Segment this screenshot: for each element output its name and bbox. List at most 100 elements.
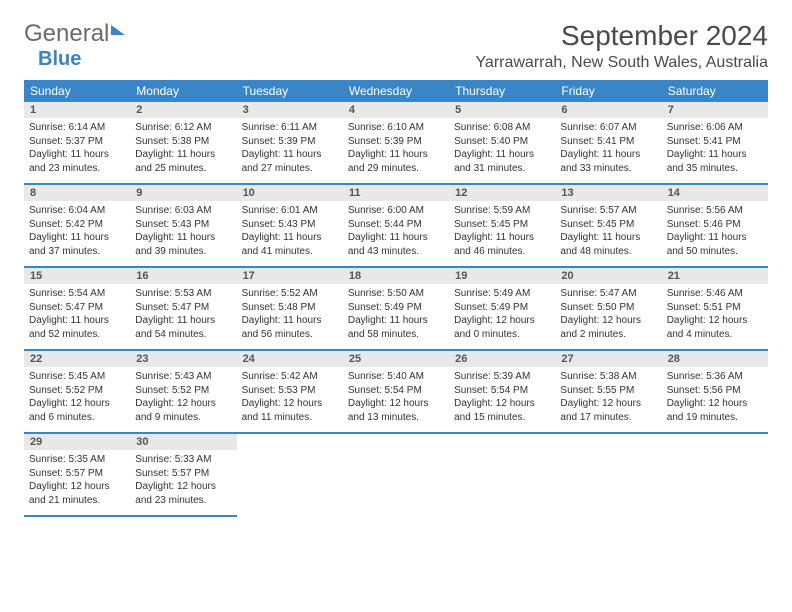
- day-details: Sunrise: 5:53 AMSunset: 5:47 PMDaylight:…: [130, 284, 236, 349]
- location-text: Yarrawarrah, New South Wales, Australia: [475, 54, 768, 72]
- day-cell: 26Sunrise: 5:39 AMSunset: 5:54 PMDayligh…: [449, 350, 555, 433]
- day-cell: 14Sunrise: 5:56 AMSunset: 5:46 PMDayligh…: [662, 184, 768, 267]
- day-number: 15: [24, 268, 130, 284]
- weekday-fri: Friday: [555, 80, 661, 102]
- calendar-table: Sunday Monday Tuesday Wednesday Thursday…: [24, 80, 768, 517]
- day-details: Sunrise: 5:40 AMSunset: 5:54 PMDaylight:…: [343, 367, 449, 432]
- weekday-tue: Tuesday: [237, 80, 343, 102]
- logo-text-2-wrap: Blue: [38, 48, 81, 71]
- day-cell: 13Sunrise: 5:57 AMSunset: 5:45 PMDayligh…: [555, 184, 661, 267]
- day-details: Sunrise: 6:12 AMSunset: 5:38 PMDaylight:…: [130, 118, 236, 183]
- weekday-sun: Sunday: [24, 80, 130, 102]
- day-details: Sunrise: 5:56 AMSunset: 5:46 PMDaylight:…: [662, 201, 768, 266]
- day-number: 16: [130, 268, 236, 284]
- empty-cell: [449, 433, 555, 516]
- day-cell: 3Sunrise: 6:11 AMSunset: 5:39 PMDaylight…: [237, 102, 343, 184]
- empty-cell: [555, 433, 661, 516]
- day-details: Sunrise: 6:06 AMSunset: 5:41 PMDaylight:…: [662, 118, 768, 183]
- day-number: 3: [237, 102, 343, 118]
- day-details: Sunrise: 5:46 AMSunset: 5:51 PMDaylight:…: [662, 284, 768, 349]
- logo-triangle-icon: [111, 25, 125, 35]
- day-number: 4: [343, 102, 449, 118]
- day-cell: 5Sunrise: 6:08 AMSunset: 5:40 PMDaylight…: [449, 102, 555, 184]
- day-details: Sunrise: 6:07 AMSunset: 5:41 PMDaylight:…: [555, 118, 661, 183]
- day-cell: 8Sunrise: 6:04 AMSunset: 5:42 PMDaylight…: [24, 184, 130, 267]
- day-details: Sunrise: 6:04 AMSunset: 5:42 PMDaylight:…: [24, 201, 130, 266]
- day-details: Sunrise: 5:57 AMSunset: 5:45 PMDaylight:…: [555, 201, 661, 266]
- day-details: Sunrise: 5:36 AMSunset: 5:56 PMDaylight:…: [662, 367, 768, 432]
- day-details: Sunrise: 5:49 AMSunset: 5:49 PMDaylight:…: [449, 284, 555, 349]
- day-number: 27: [555, 351, 661, 367]
- day-number: 9: [130, 185, 236, 201]
- day-details: Sunrise: 6:14 AMSunset: 5:37 PMDaylight:…: [24, 118, 130, 183]
- day-cell: 23Sunrise: 5:43 AMSunset: 5:52 PMDayligh…: [130, 350, 236, 433]
- day-number: 2: [130, 102, 236, 118]
- day-cell: 20Sunrise: 5:47 AMSunset: 5:50 PMDayligh…: [555, 267, 661, 350]
- day-cell: 4Sunrise: 6:10 AMSunset: 5:39 PMDaylight…: [343, 102, 449, 184]
- day-number: 20: [555, 268, 661, 284]
- day-cell: 27Sunrise: 5:38 AMSunset: 5:55 PMDayligh…: [555, 350, 661, 433]
- day-details: Sunrise: 5:43 AMSunset: 5:52 PMDaylight:…: [130, 367, 236, 432]
- weekday-header-row: Sunday Monday Tuesday Wednesday Thursday…: [24, 80, 768, 102]
- day-cell: 28Sunrise: 5:36 AMSunset: 5:56 PMDayligh…: [662, 350, 768, 433]
- empty-cell: [343, 433, 449, 516]
- day-details: Sunrise: 5:33 AMSunset: 5:57 PMDaylight:…: [130, 450, 236, 515]
- day-number: 18: [343, 268, 449, 284]
- weekday-sat: Saturday: [662, 80, 768, 102]
- logo-text-1: General: [24, 20, 109, 48]
- day-cell: 25Sunrise: 5:40 AMSunset: 5:54 PMDayligh…: [343, 350, 449, 433]
- day-number: 21: [662, 268, 768, 284]
- calendar-row: 15Sunrise: 5:54 AMSunset: 5:47 PMDayligh…: [24, 267, 768, 350]
- day-details: Sunrise: 5:52 AMSunset: 5:48 PMDaylight:…: [237, 284, 343, 349]
- day-number: 26: [449, 351, 555, 367]
- day-details: Sunrise: 5:35 AMSunset: 5:57 PMDaylight:…: [24, 450, 130, 515]
- day-cell: 30Sunrise: 5:33 AMSunset: 5:57 PMDayligh…: [130, 433, 236, 516]
- title-block: September 2024 Yarrawarrah, New South Wa…: [475, 20, 768, 72]
- day-number: 7: [662, 102, 768, 118]
- day-details: Sunrise: 6:03 AMSunset: 5:43 PMDaylight:…: [130, 201, 236, 266]
- day-details: Sunrise: 5:50 AMSunset: 5:49 PMDaylight:…: [343, 284, 449, 349]
- day-details: Sunrise: 6:11 AMSunset: 5:39 PMDaylight:…: [237, 118, 343, 183]
- day-cell: 18Sunrise: 5:50 AMSunset: 5:49 PMDayligh…: [343, 267, 449, 350]
- day-cell: 16Sunrise: 5:53 AMSunset: 5:47 PMDayligh…: [130, 267, 236, 350]
- day-details: Sunrise: 5:39 AMSunset: 5:54 PMDaylight:…: [449, 367, 555, 432]
- day-details: Sunrise: 5:47 AMSunset: 5:50 PMDaylight:…: [555, 284, 661, 349]
- day-details: Sunrise: 6:00 AMSunset: 5:44 PMDaylight:…: [343, 201, 449, 266]
- day-number: 29: [24, 434, 130, 450]
- month-title: September 2024: [475, 20, 768, 52]
- calendar-body: 1Sunrise: 6:14 AMSunset: 5:37 PMDaylight…: [24, 102, 768, 516]
- day-number: 25: [343, 351, 449, 367]
- day-cell: 11Sunrise: 6:00 AMSunset: 5:44 PMDayligh…: [343, 184, 449, 267]
- day-cell: 19Sunrise: 5:49 AMSunset: 5:49 PMDayligh…: [449, 267, 555, 350]
- day-number: 12: [449, 185, 555, 201]
- day-details: Sunrise: 5:59 AMSunset: 5:45 PMDaylight:…: [449, 201, 555, 266]
- day-cell: 9Sunrise: 6:03 AMSunset: 5:43 PMDaylight…: [130, 184, 236, 267]
- day-number: 10: [237, 185, 343, 201]
- weekday-mon: Monday: [130, 80, 236, 102]
- day-details: Sunrise: 5:38 AMSunset: 5:55 PMDaylight:…: [555, 367, 661, 432]
- day-number: 5: [449, 102, 555, 118]
- day-details: Sunrise: 5:54 AMSunset: 5:47 PMDaylight:…: [24, 284, 130, 349]
- day-number: 11: [343, 185, 449, 201]
- logo: General: [24, 20, 129, 48]
- day-number: 23: [130, 351, 236, 367]
- day-number: 14: [662, 185, 768, 201]
- day-cell: 29Sunrise: 5:35 AMSunset: 5:57 PMDayligh…: [24, 433, 130, 516]
- logo-text-2: Blue: [38, 48, 81, 70]
- day-number: 22: [24, 351, 130, 367]
- day-cell: 10Sunrise: 6:01 AMSunset: 5:43 PMDayligh…: [237, 184, 343, 267]
- day-number: 19: [449, 268, 555, 284]
- day-number: 1: [24, 102, 130, 118]
- calendar-row: 22Sunrise: 5:45 AMSunset: 5:52 PMDayligh…: [24, 350, 768, 433]
- day-cell: 7Sunrise: 6:06 AMSunset: 5:41 PMDaylight…: [662, 102, 768, 184]
- day-cell: 2Sunrise: 6:12 AMSunset: 5:38 PMDaylight…: [130, 102, 236, 184]
- day-number: 8: [24, 185, 130, 201]
- day-cell: 21Sunrise: 5:46 AMSunset: 5:51 PMDayligh…: [662, 267, 768, 350]
- day-number: 28: [662, 351, 768, 367]
- weekday-thu: Thursday: [449, 80, 555, 102]
- day-number: 13: [555, 185, 661, 201]
- day-details: Sunrise: 6:08 AMSunset: 5:40 PMDaylight:…: [449, 118, 555, 183]
- day-number: 30: [130, 434, 236, 450]
- day-cell: 6Sunrise: 6:07 AMSunset: 5:41 PMDaylight…: [555, 102, 661, 184]
- day-details: Sunrise: 6:10 AMSunset: 5:39 PMDaylight:…: [343, 118, 449, 183]
